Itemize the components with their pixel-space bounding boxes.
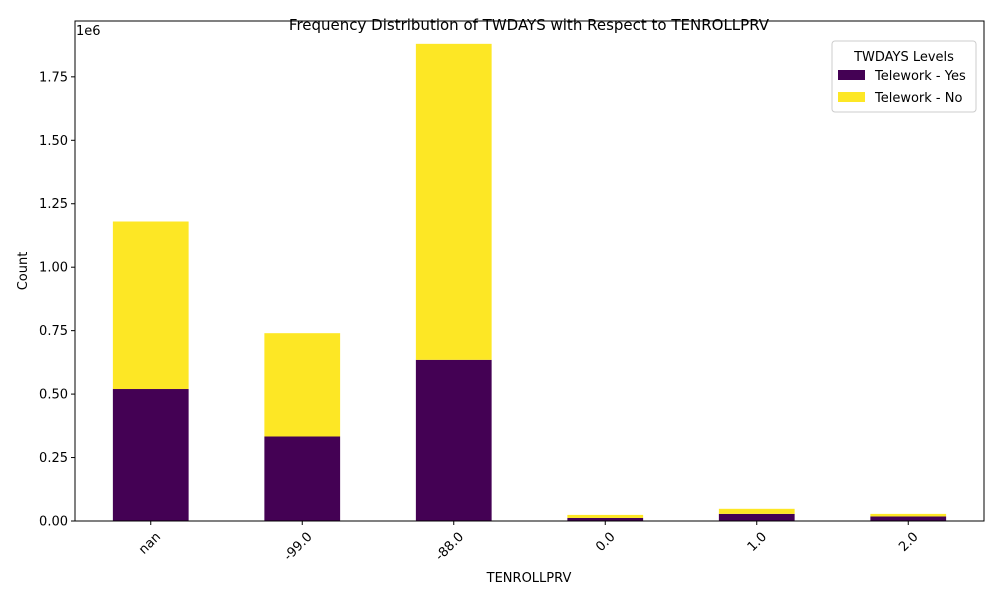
bar-yes-0	[112, 389, 189, 521]
bars-group	[112, 43, 947, 521]
bar-no-1	[264, 333, 341, 437]
bar-yes-2	[415, 359, 492, 521]
y-tick-label: 1.25	[39, 197, 68, 212]
y-tick-label: 1.75	[39, 70, 68, 85]
x-tick-label: -88.0	[433, 530, 467, 564]
legend-label-yes: Telework - Yes	[874, 69, 966, 84]
x-tick-label: -99.0	[281, 530, 315, 564]
bar-no-3	[567, 514, 644, 518]
legend-title: TWDAYS Levels	[853, 50, 954, 65]
bar-no-0	[112, 221, 189, 390]
legend-swatch-yes	[838, 70, 865, 80]
x-tick-label: 1.0	[745, 530, 770, 555]
y-tick-label: 1.00	[39, 261, 68, 276]
y-tick-label: 0.50	[39, 388, 68, 403]
bar-no-4	[718, 508, 795, 514]
bar-yes-3	[567, 517, 644, 521]
bar-no-2	[415, 43, 492, 360]
y-tick-label: 1.50	[39, 134, 68, 149]
y-scale-label: 1e6	[76, 24, 101, 39]
bar-yes-4	[718, 513, 795, 521]
y-tick-label: 0.25	[39, 451, 68, 466]
y-ticks-group: 0.00 0.25 0.50 0.75 1.00 1.25 1.50 1.75	[39, 70, 75, 530]
x-tick-label: 2.0	[896, 530, 921, 555]
bar-yes-5	[870, 516, 947, 521]
y-tick-label: 0.00	[39, 515, 68, 530]
legend-box	[831, 40, 977, 113]
chart-title: Frequency Distribution of TWDAYS with Re…	[289, 16, 770, 34]
legend: TWDAYS Levels Telework - Yes Telework - No	[831, 40, 977, 113]
x-tick-label: 0.0	[593, 530, 618, 555]
x-tick-label: nan	[136, 530, 164, 558]
x-axis-label: TENROLLPRV	[486, 571, 572, 586]
y-axis-label: Count	[16, 252, 31, 291]
bar-yes-1	[264, 436, 341, 521]
axes-frame	[74, 20, 985, 522]
x-ticks-group: nan -99.0 -88.0 0.0 1.0 2.0	[136, 521, 922, 564]
legend-swatch-no	[838, 92, 865, 102]
y-tick-label: 0.75	[39, 324, 68, 339]
bar-no-5	[870, 513, 947, 517]
legend-label-no: Telework - No	[874, 91, 962, 106]
